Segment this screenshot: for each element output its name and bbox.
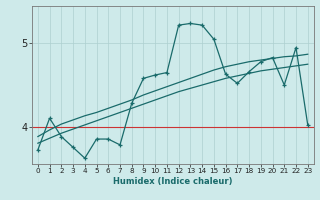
X-axis label: Humidex (Indice chaleur): Humidex (Indice chaleur) (113, 177, 233, 186)
